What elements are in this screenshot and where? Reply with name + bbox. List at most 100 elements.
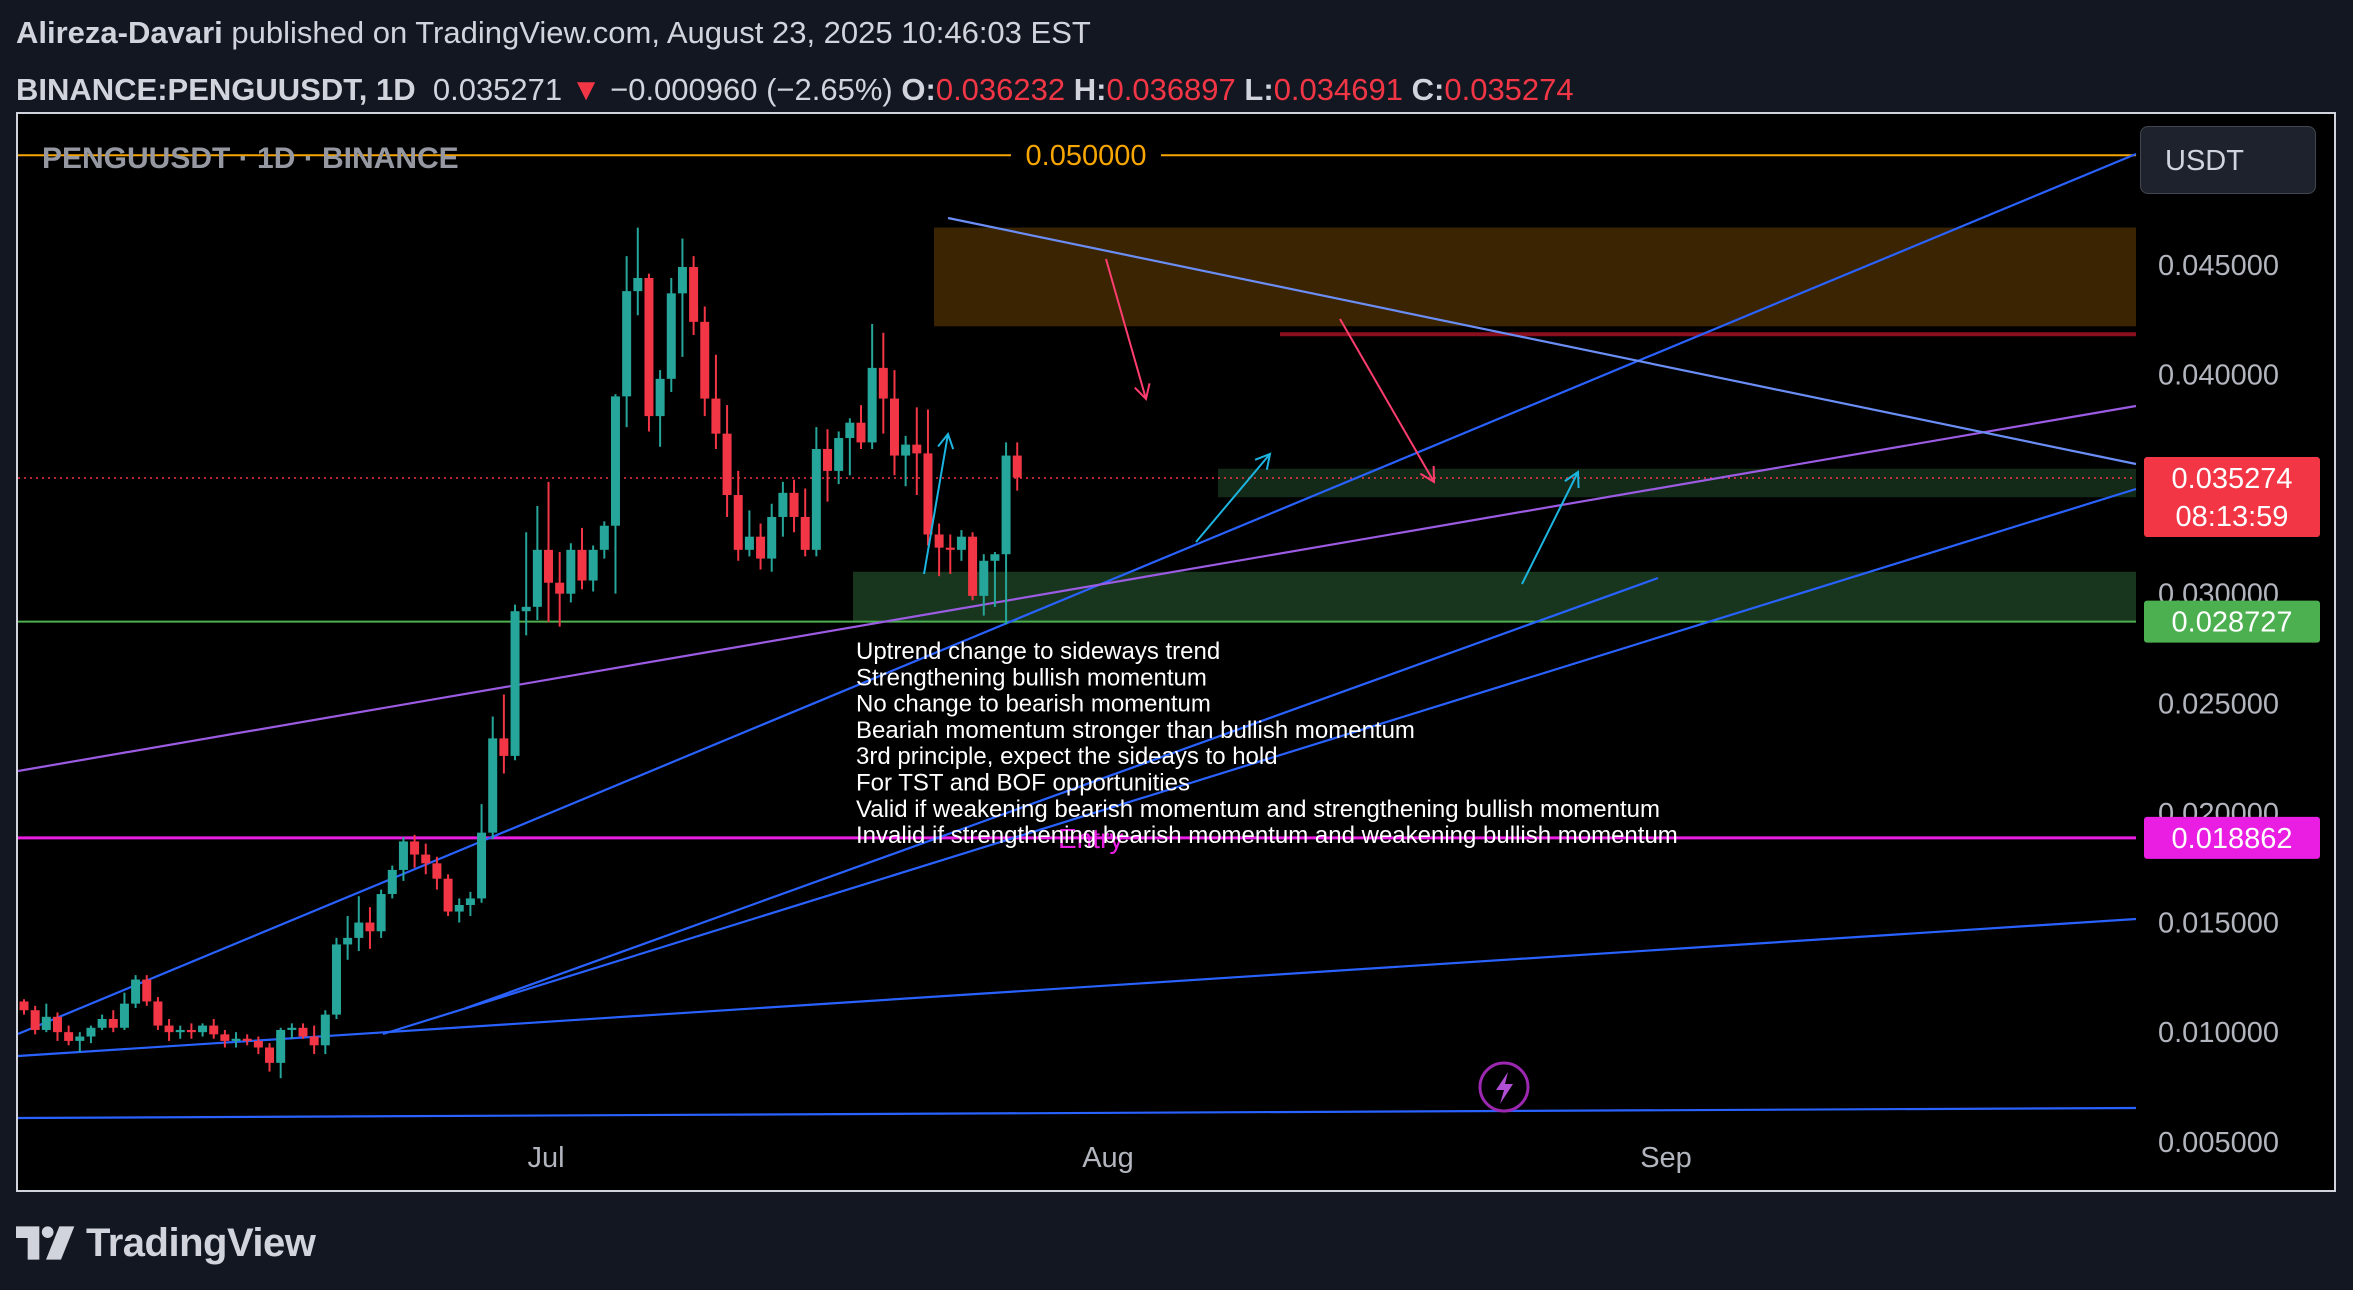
candle-body xyxy=(365,922,375,932)
chart-frame[interactable]: 0.050000 Entry Uptrend change to sideways… xyxy=(16,112,2336,1192)
annotation-arrow-5 xyxy=(1339,318,1436,484)
candle xyxy=(934,523,944,577)
candle-body xyxy=(577,549,587,581)
candle-body xyxy=(956,536,966,550)
x-tick-label: Sep xyxy=(1640,1142,1692,1174)
candle-body xyxy=(856,422,866,443)
candle xyxy=(175,1025,185,1039)
candle xyxy=(52,1012,62,1041)
candle-body xyxy=(544,549,554,583)
price-tag-bg xyxy=(2144,600,2320,643)
candle xyxy=(376,889,386,938)
candle xyxy=(287,1023,297,1039)
price-tag-value: 0.018862 xyxy=(2172,823,2293,855)
candle-body xyxy=(778,492,788,517)
candle xyxy=(778,481,788,537)
candle xyxy=(265,1043,275,1072)
candle-body xyxy=(588,549,598,581)
price-tag-2: 0.028727 xyxy=(2144,600,2320,643)
candle xyxy=(19,999,29,1015)
candle xyxy=(912,407,922,496)
candle xyxy=(666,277,676,392)
annotation-arrow-3 xyxy=(1521,470,1580,585)
tradingview-logo[interactable]: TradingView xyxy=(16,1218,316,1268)
candle-body xyxy=(142,979,152,1002)
candle xyxy=(97,1014,107,1030)
candle xyxy=(231,1032,241,1048)
candle-body xyxy=(41,1016,51,1030)
candle-body xyxy=(744,536,754,550)
zones-layer xyxy=(853,227,2136,623)
demand-zone xyxy=(853,571,2136,623)
candle-body xyxy=(733,495,743,550)
y-tick-label: 0.045000 xyxy=(2158,250,2279,282)
annotation-arrow-1 xyxy=(923,431,955,575)
candle-body xyxy=(800,516,810,550)
minor-demand-zone xyxy=(1218,468,2136,498)
trendline-3 xyxy=(18,1106,2137,1120)
candle xyxy=(901,435,911,487)
candle-body xyxy=(198,1025,208,1033)
symbol-watermark: PENGUUSDT · 1D · BINANCE xyxy=(42,142,459,175)
price-change: −0.000960 (−2.65%) xyxy=(610,72,893,107)
candle xyxy=(767,503,777,572)
candle-body xyxy=(477,832,487,899)
open-value: 0.036232 xyxy=(935,72,1066,107)
price-tag-countdown: 08:13:59 xyxy=(2176,501,2289,533)
candle-body xyxy=(488,738,498,833)
x-tick-label: Jul xyxy=(527,1142,564,1174)
candle-body xyxy=(1012,455,1022,478)
publish-line: Alireza-Davari published on TradingView.… xyxy=(16,14,2336,52)
candle-body xyxy=(666,293,676,379)
candle-body xyxy=(689,267,699,322)
price-tag-value: 0.035274 xyxy=(2172,463,2293,495)
annotation-line-3: No change to bearish momentum xyxy=(856,691,1211,718)
candle-body xyxy=(878,367,888,399)
candle-body xyxy=(343,937,353,945)
author-name[interactable]: Alireza-Davari xyxy=(16,15,223,50)
candle-body xyxy=(889,398,899,456)
candle-body xyxy=(499,738,509,756)
y-tick-label: 0.015000 xyxy=(2158,908,2279,940)
candle-body xyxy=(19,1001,29,1011)
price-tag-3: 0.018862 xyxy=(2144,816,2320,859)
candle-body xyxy=(465,898,475,905)
candle xyxy=(800,488,810,557)
candle xyxy=(644,273,654,432)
tradingview-logo-icon xyxy=(16,1226,75,1260)
lightning-icon xyxy=(1478,1061,1530,1113)
candle-body xyxy=(610,396,620,526)
arrow-shaft xyxy=(1521,471,1579,585)
y-tick-label: 0.005000 xyxy=(2158,1127,2279,1159)
high-label: H: xyxy=(1073,72,1107,107)
candle xyxy=(555,552,565,627)
candle-body xyxy=(30,1010,40,1030)
candle-body xyxy=(1001,455,1011,555)
annotation-line-6: For TST and BOF opportunities xyxy=(856,770,1190,797)
candle-body xyxy=(309,1036,319,1046)
candle xyxy=(186,1023,196,1039)
candle-body xyxy=(789,492,799,517)
price-tag-1: 0.035274 08:13:59 xyxy=(2144,457,2320,538)
arrow-head xyxy=(1254,452,1272,470)
levels-layer: 0.050000 Entry xyxy=(18,137,2136,854)
candle-body xyxy=(510,611,520,756)
candle xyxy=(331,937,341,1019)
y-tick-label: 0.025000 xyxy=(2158,688,2279,720)
candle xyxy=(1012,442,1022,491)
price-chart[interactable]: 0.050000 Entry Uptrend change to sideways… xyxy=(18,114,2334,1190)
candle xyxy=(856,405,866,449)
candle xyxy=(477,804,487,903)
candle-body xyxy=(231,1038,241,1041)
candle-body xyxy=(923,453,933,535)
candle xyxy=(588,545,598,592)
candle-body xyxy=(867,367,877,443)
arrow-head xyxy=(1134,383,1151,402)
candle xyxy=(276,1027,286,1079)
trendlines-layer xyxy=(18,152,2137,1120)
candle-body xyxy=(376,894,386,932)
currency-unit-button[interactable]: USDT xyxy=(2140,126,2316,194)
candle xyxy=(108,1010,118,1033)
candle-body xyxy=(454,904,464,912)
candle-body xyxy=(945,547,955,550)
